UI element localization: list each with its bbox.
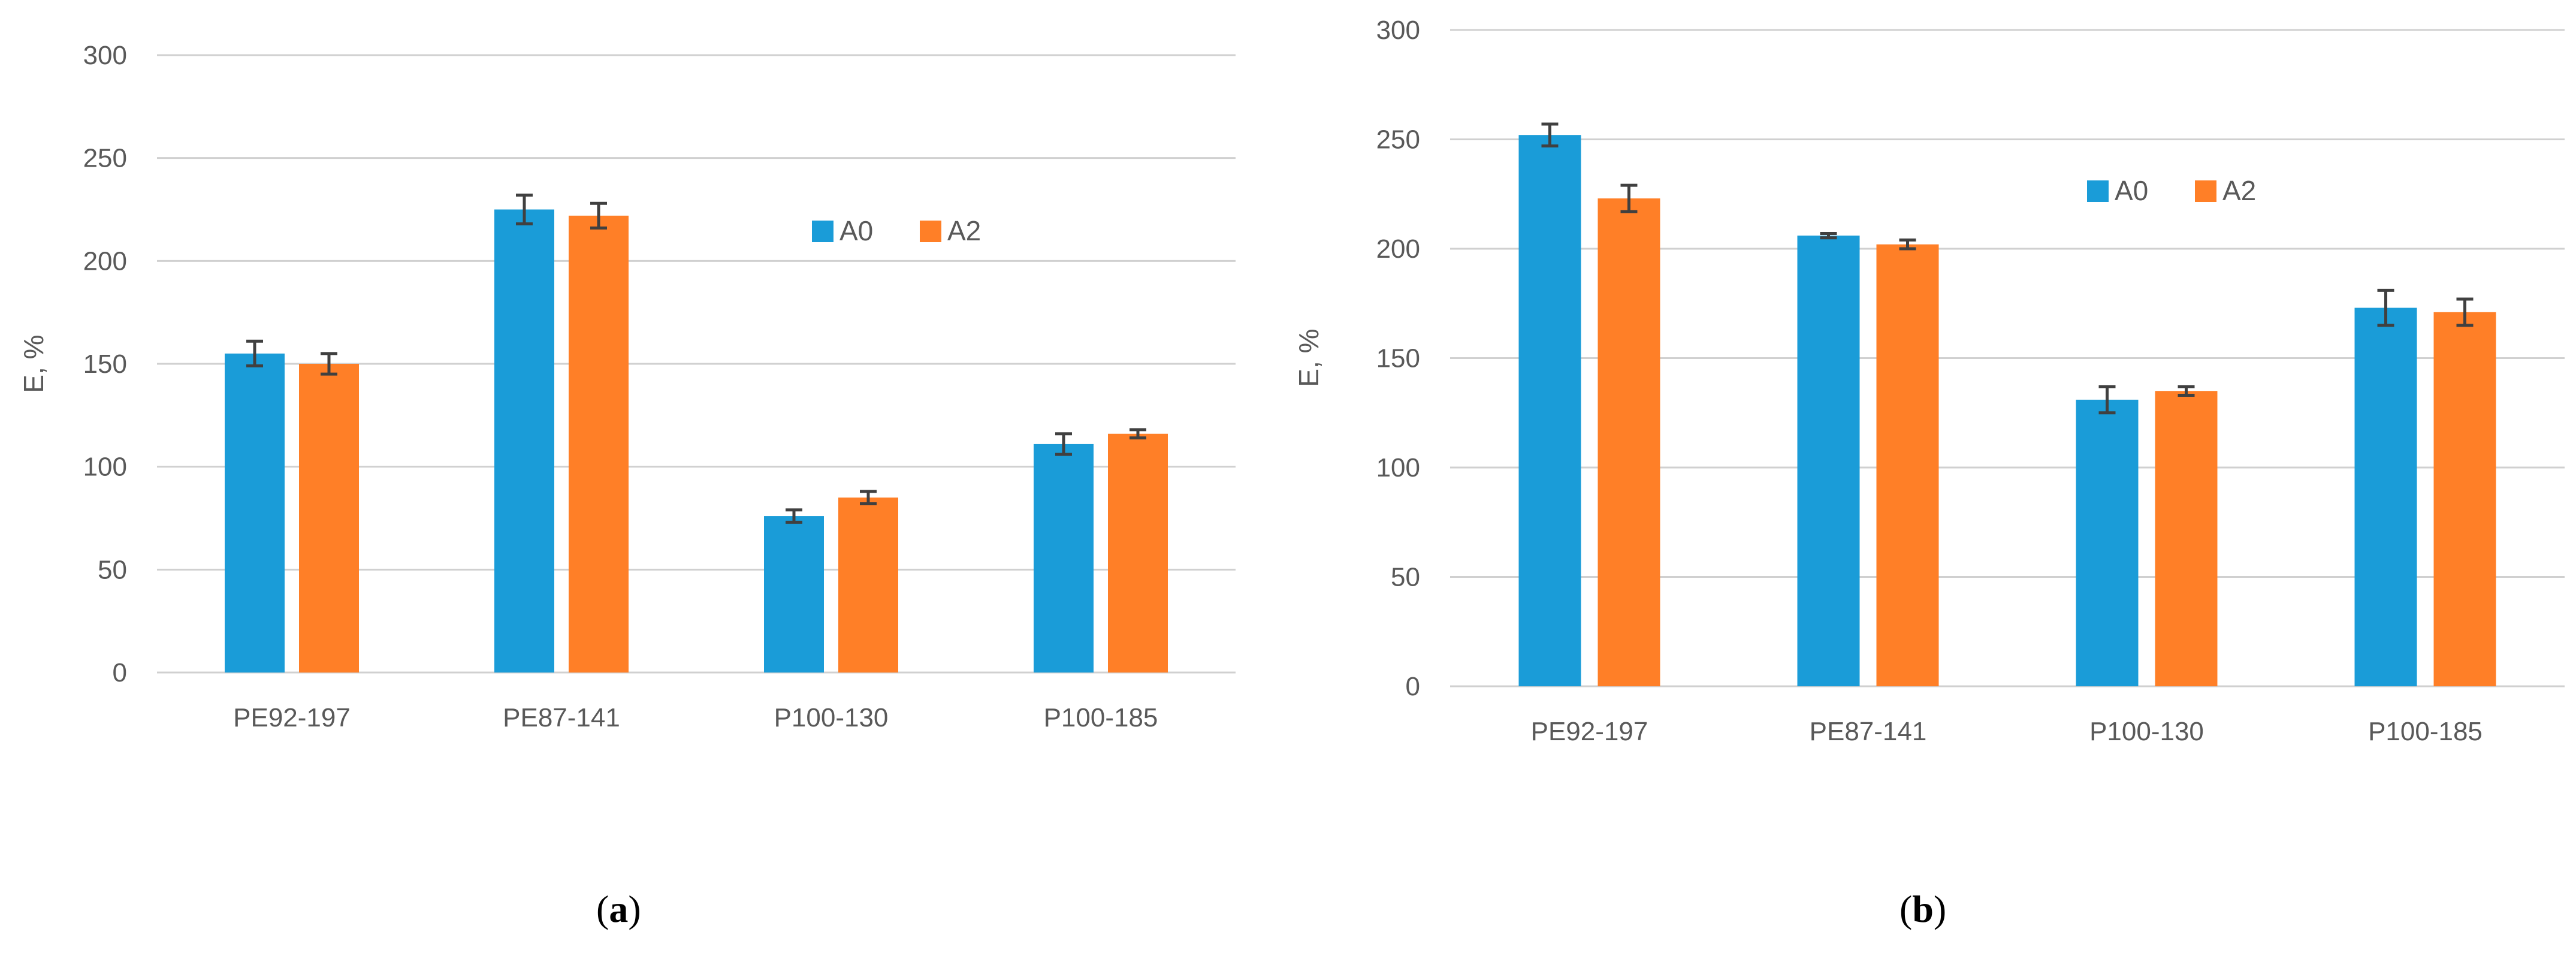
bar-a-A2-P100-185	[1108, 433, 1168, 673]
legend-label-b-A2: A2	[2222, 175, 2256, 206]
x-tick-label-b-PE92-197: PE92-197	[1531, 717, 1648, 746]
y-tick-label-b-50: 50	[1391, 563, 1420, 592]
y-tick-label-b-250: 250	[1376, 125, 1420, 155]
y-tick-label-b-200: 200	[1376, 234, 1420, 264]
x-tick-label-b-P100-130: P100-130	[2089, 717, 2204, 746]
legend-label-b-A0: A0	[2115, 175, 2148, 206]
y-tick-label-a-0: 0	[113, 658, 127, 687]
y-tick-label-b-150: 150	[1376, 344, 1420, 373]
y-tick-label-b-300: 300	[1376, 16, 1420, 45]
x-tick-label-a-P100-130: P100-130	[774, 703, 889, 732]
x-tick-label-a-PE87-141: PE87-141	[503, 703, 620, 732]
y-tick-label-a-150: 150	[83, 349, 127, 379]
bar-a-A2-PE92-197	[299, 364, 359, 673]
legend-label-a-A0: A0	[839, 215, 873, 246]
y-tick-label-a-50: 50	[98, 555, 127, 584]
bar-a-A2-PE87-141	[569, 215, 629, 673]
legend-swatch-a-A2	[920, 221, 941, 242]
y-tick-label-b-0: 0	[1406, 672, 1420, 701]
bar-b-A0-PE92-197	[1518, 135, 1581, 686]
bar-b-A0-P100-130	[2076, 399, 2139, 686]
y-tick-label-a-250: 250	[83, 144, 127, 173]
y-tick-label-a-300: 300	[83, 41, 127, 70]
bar-b-A2-PE87-141	[1876, 244, 1939, 686]
legend-swatch-a-A0	[812, 221, 833, 242]
y-tick-label-a-100: 100	[83, 453, 127, 482]
bar-b-A0-P100-185	[2354, 307, 2417, 686]
legend-label-a-A2: A2	[947, 215, 981, 246]
bar-b-A2-PE92-197	[1597, 198, 1660, 686]
y-tick-label-b-100: 100	[1376, 453, 1420, 482]
panel-label-a: (a)	[596, 888, 641, 930]
bar-b-A2-P100-130	[2155, 391, 2218, 686]
bar-a-A0-PE87-141	[494, 209, 554, 673]
bar-a-A0-P100-185	[1034, 444, 1094, 673]
y-axis-label-a: E, %	[18, 334, 49, 393]
y-tick-label-a-200: 200	[83, 246, 127, 276]
x-tick-label-b-PE87-141: PE87-141	[1810, 717, 1927, 746]
x-tick-label-a-P100-185: P100-185	[1044, 703, 1158, 732]
y-axis-label-b: E, %	[1293, 328, 1324, 387]
x-tick-label-a-PE92-197: PE92-197	[233, 703, 351, 732]
panel-label-b: (b)	[1899, 888, 1947, 930]
legend-swatch-b-A0	[2087, 180, 2109, 202]
bar-b-A0-PE87-141	[1797, 236, 1860, 687]
bar-a-A0-PE92-197	[225, 353, 285, 673]
bar-a-A2-P100-130	[838, 497, 898, 673]
bar-b-A2-P100-185	[2433, 312, 2496, 686]
bar-a-A0-P100-130	[764, 516, 824, 673]
x-tick-label-b-P100-185: P100-185	[2368, 717, 2483, 746]
legend-swatch-b-A2	[2195, 180, 2216, 202]
